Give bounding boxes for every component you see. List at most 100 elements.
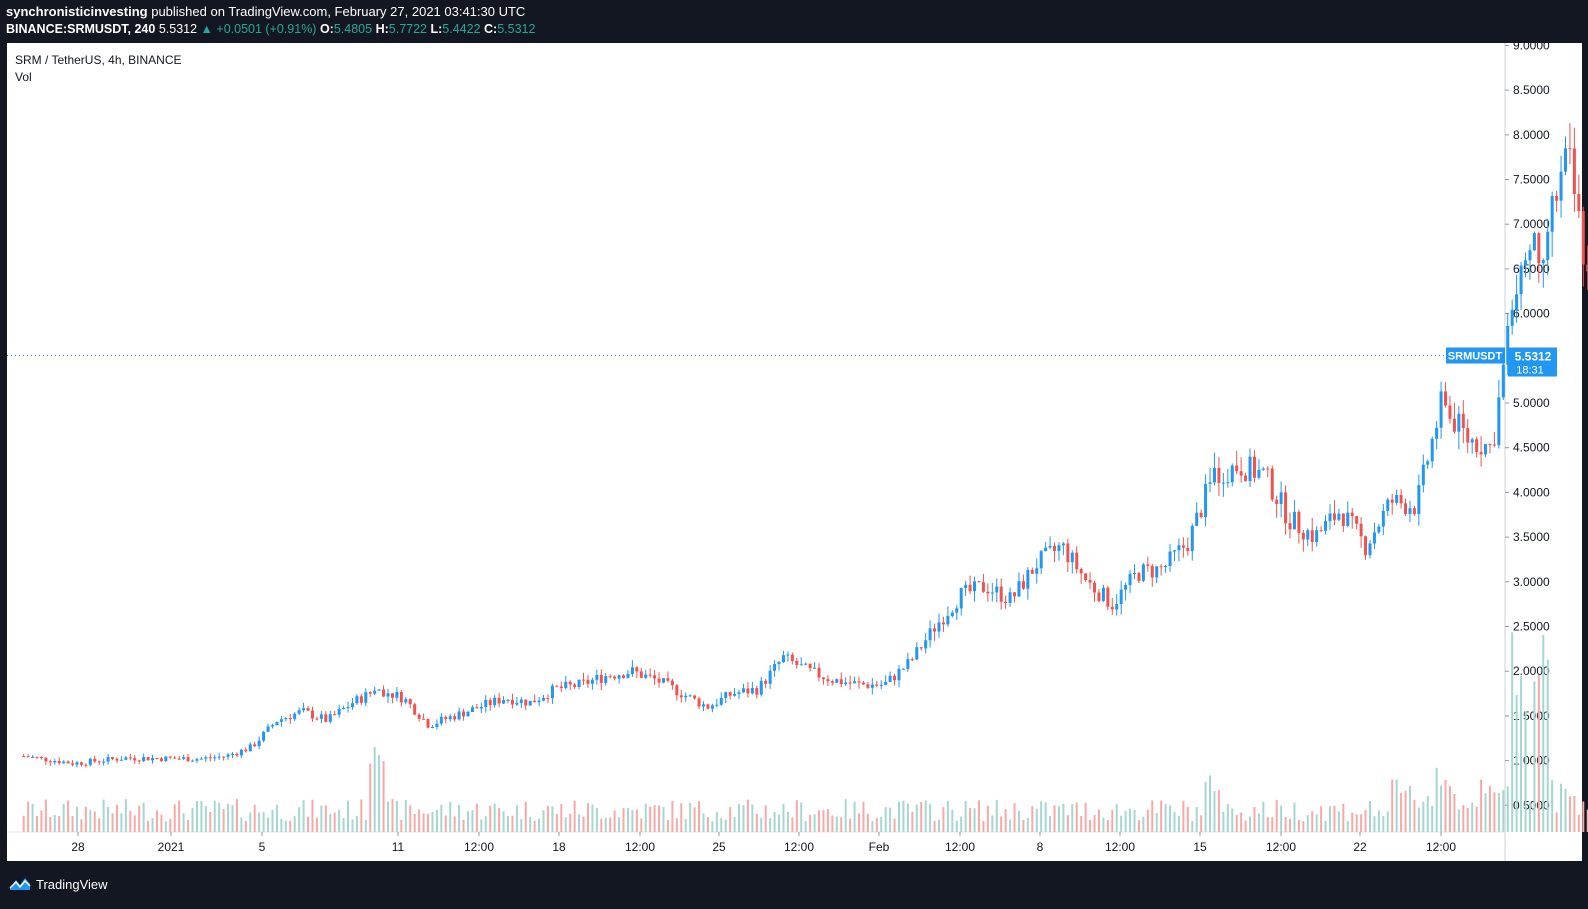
volume-bar bbox=[271, 809, 274, 832]
volume-bar bbox=[684, 819, 687, 832]
volume-bar bbox=[360, 799, 363, 832]
volume-bar bbox=[1049, 815, 1052, 832]
candle-body bbox=[542, 698, 546, 701]
volume-bar bbox=[555, 813, 558, 832]
volume-bar bbox=[1368, 800, 1371, 832]
volume-bar bbox=[800, 802, 803, 832]
candle-body bbox=[1577, 193, 1581, 212]
volume-bar bbox=[289, 820, 292, 832]
volume-bar bbox=[973, 808, 976, 832]
candle-body bbox=[550, 685, 554, 699]
volume-bar bbox=[435, 809, 438, 832]
candle-body bbox=[386, 693, 390, 697]
candle-body bbox=[653, 675, 657, 679]
tradingview-brand[interactable]: TradingView bbox=[8, 873, 108, 895]
volume-bar bbox=[955, 820, 958, 832]
candle-body bbox=[595, 674, 599, 680]
candle-body bbox=[1204, 483, 1208, 517]
candle-body bbox=[697, 698, 701, 707]
candle-body bbox=[1026, 569, 1030, 589]
candle-body bbox=[573, 684, 577, 687]
volume-bar bbox=[427, 813, 430, 832]
volume-bar bbox=[769, 818, 772, 832]
candle-body bbox=[235, 753, 239, 756]
volume-bar bbox=[1266, 817, 1269, 832]
candle-body bbox=[164, 756, 168, 762]
candle-body bbox=[1559, 171, 1563, 201]
y-tick-label: 0.5000 bbox=[1513, 798, 1550, 812]
volume-bar bbox=[818, 810, 821, 832]
volume-bar bbox=[991, 815, 994, 832]
volume-bar bbox=[875, 817, 878, 832]
candle-body bbox=[1404, 503, 1408, 514]
candle-body bbox=[1506, 325, 1510, 365]
candle-body bbox=[213, 757, 217, 759]
candle-body bbox=[39, 756, 43, 758]
volume-bar bbox=[924, 800, 927, 832]
candle-body bbox=[857, 681, 861, 683]
candle-body bbox=[195, 759, 199, 761]
author-name[interactable]: synchronisticinvesting bbox=[6, 4, 148, 19]
volume-bar bbox=[218, 802, 221, 832]
volume-bar bbox=[1124, 810, 1127, 832]
volume-bar bbox=[307, 816, 310, 832]
candle-body bbox=[635, 667, 639, 672]
volume-bar bbox=[880, 817, 883, 832]
candle-body bbox=[1110, 606, 1114, 610]
candle-body bbox=[137, 760, 141, 762]
x-tick-label: Feb bbox=[869, 840, 890, 854]
candle-body bbox=[426, 719, 430, 728]
volume-bar bbox=[1089, 819, 1092, 832]
volume-bar bbox=[791, 817, 794, 832]
candle-body bbox=[310, 710, 314, 719]
y-tick-label: 7.5000 bbox=[1513, 173, 1550, 187]
legend-title: SRM / TetherUS, 4h, BINANCE bbox=[15, 53, 182, 67]
volume-bar bbox=[1111, 809, 1114, 832]
candle-body bbox=[1106, 587, 1110, 607]
volume-bar bbox=[129, 810, 132, 832]
price-change: ▲ +0.0501 (+0.91%) bbox=[200, 22, 317, 36]
volume-bar bbox=[560, 804, 563, 832]
candle-body bbox=[457, 711, 461, 720]
volume-bar bbox=[102, 799, 105, 832]
y-tick-label: 1.5000 bbox=[1513, 709, 1550, 723]
chart-area[interactable] bbox=[7, 43, 1582, 861]
volume-bar bbox=[822, 810, 825, 832]
volume-bar bbox=[302, 800, 305, 832]
candle-body bbox=[897, 668, 901, 681]
candle-body bbox=[1199, 512, 1203, 517]
volume-bar bbox=[409, 805, 412, 832]
volume-bar bbox=[844, 799, 847, 832]
candle-body bbox=[1177, 545, 1181, 551]
volume-bar bbox=[1440, 785, 1443, 832]
volume-bar bbox=[369, 763, 372, 832]
candle-body bbox=[1212, 468, 1216, 483]
volume-bar bbox=[1528, 802, 1531, 832]
candle-body bbox=[1275, 499, 1279, 504]
volume-bar bbox=[1200, 815, 1203, 832]
volume-bar bbox=[253, 804, 256, 832]
candle-body bbox=[399, 691, 403, 703]
volume-bar bbox=[1448, 786, 1451, 832]
candle-body bbox=[670, 680, 674, 686]
volume-bar bbox=[267, 817, 270, 832]
volume-bar bbox=[835, 816, 838, 832]
candle-body bbox=[875, 684, 879, 686]
candle-body bbox=[75, 762, 79, 765]
y-tick-label: 6.0000 bbox=[1513, 307, 1550, 321]
volume-bar bbox=[1146, 809, 1149, 832]
volume-bar bbox=[609, 817, 612, 832]
candle-body bbox=[710, 705, 714, 709]
candle-body bbox=[510, 699, 514, 705]
candle-body bbox=[928, 628, 932, 641]
candle-body bbox=[111, 757, 115, 759]
candle-body bbox=[119, 759, 123, 761]
candle-body bbox=[1057, 545, 1061, 551]
volume-bar bbox=[1164, 803, 1167, 832]
volume-bar bbox=[458, 804, 461, 832]
x-tick-label: 12:00 bbox=[945, 840, 975, 854]
candle-body bbox=[675, 685, 679, 696]
volume-bar bbox=[142, 802, 145, 832]
candle-body bbox=[444, 716, 448, 720]
